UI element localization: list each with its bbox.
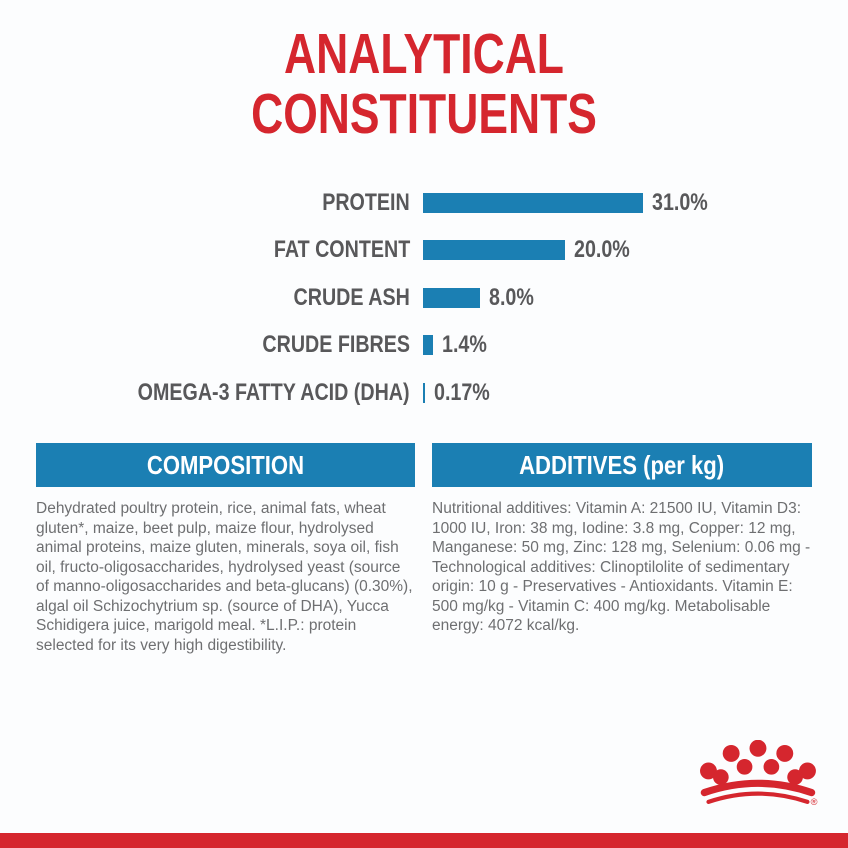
chart-bar [423,287,480,308]
chart-row: OMEGA-3 FATTY ACID (DHA) 0.17% [0,369,848,417]
chart-category-label: OMEGA-3 FATTY ACID (DHA) [138,378,410,406]
additives-header-label: ADDITIVES (per kg) [519,449,725,480]
additives-section: ADDITIVES (per kg) Nutritional additives… [432,443,812,636]
page-title: ANALYTICAL CONSTITUENTS [0,24,848,144]
chart-bar [423,192,643,213]
composition-header: COMPOSITION [36,443,415,487]
chart-value-label: 8.0% [489,283,534,311]
additives-header: ADDITIVES (per kg) [432,443,812,487]
chart-category-label: FAT CONTENT [273,236,410,264]
chart-row: CRUDE ASH 8.0% [0,274,848,322]
chart-bar [423,382,425,403]
chart-bar [423,335,433,356]
page-title-line2: CONSTITUENTS [251,82,597,146]
composition-header-label: COMPOSITION [146,449,305,480]
chart-category-label: PROTEIN [322,188,410,216]
registered-trademark-symbol: ® [811,797,818,806]
footer-red-strip [0,833,848,848]
composition-section: COMPOSITION Dehydrated poultry protein, … [36,443,415,655]
chart-value-label: 0.17% [434,378,490,406]
chart-value-label: 1.4% [442,331,487,359]
royal-canin-crown-icon: ® [699,740,819,806]
chart-value-label: 20.0% [574,236,630,264]
additives-body: Nutritional additives: Vitamin A: 21500 … [432,500,811,634]
chart-bar [423,240,565,261]
chart-category-label: CRUDE ASH [293,283,410,311]
analytical-constituents-chart: PROTEIN 31.0% FAT CONTENT 20.0% CRUDE ASH 8.0… [0,179,848,417]
chart-row: FAT CONTENT 20.0% [0,227,848,275]
chart-row: CRUDE FIBRES 1.4% [0,322,848,370]
chart-row: PROTEIN 31.0% [0,179,848,227]
composition-body: Dehydrated poultry protein, rice, animal… [36,500,413,654]
chart-category-label: CRUDE FIBRES [262,331,410,359]
page-title-line1: ANALYTICAL [284,22,564,86]
chart-value-label: 31.0% [652,188,708,216]
